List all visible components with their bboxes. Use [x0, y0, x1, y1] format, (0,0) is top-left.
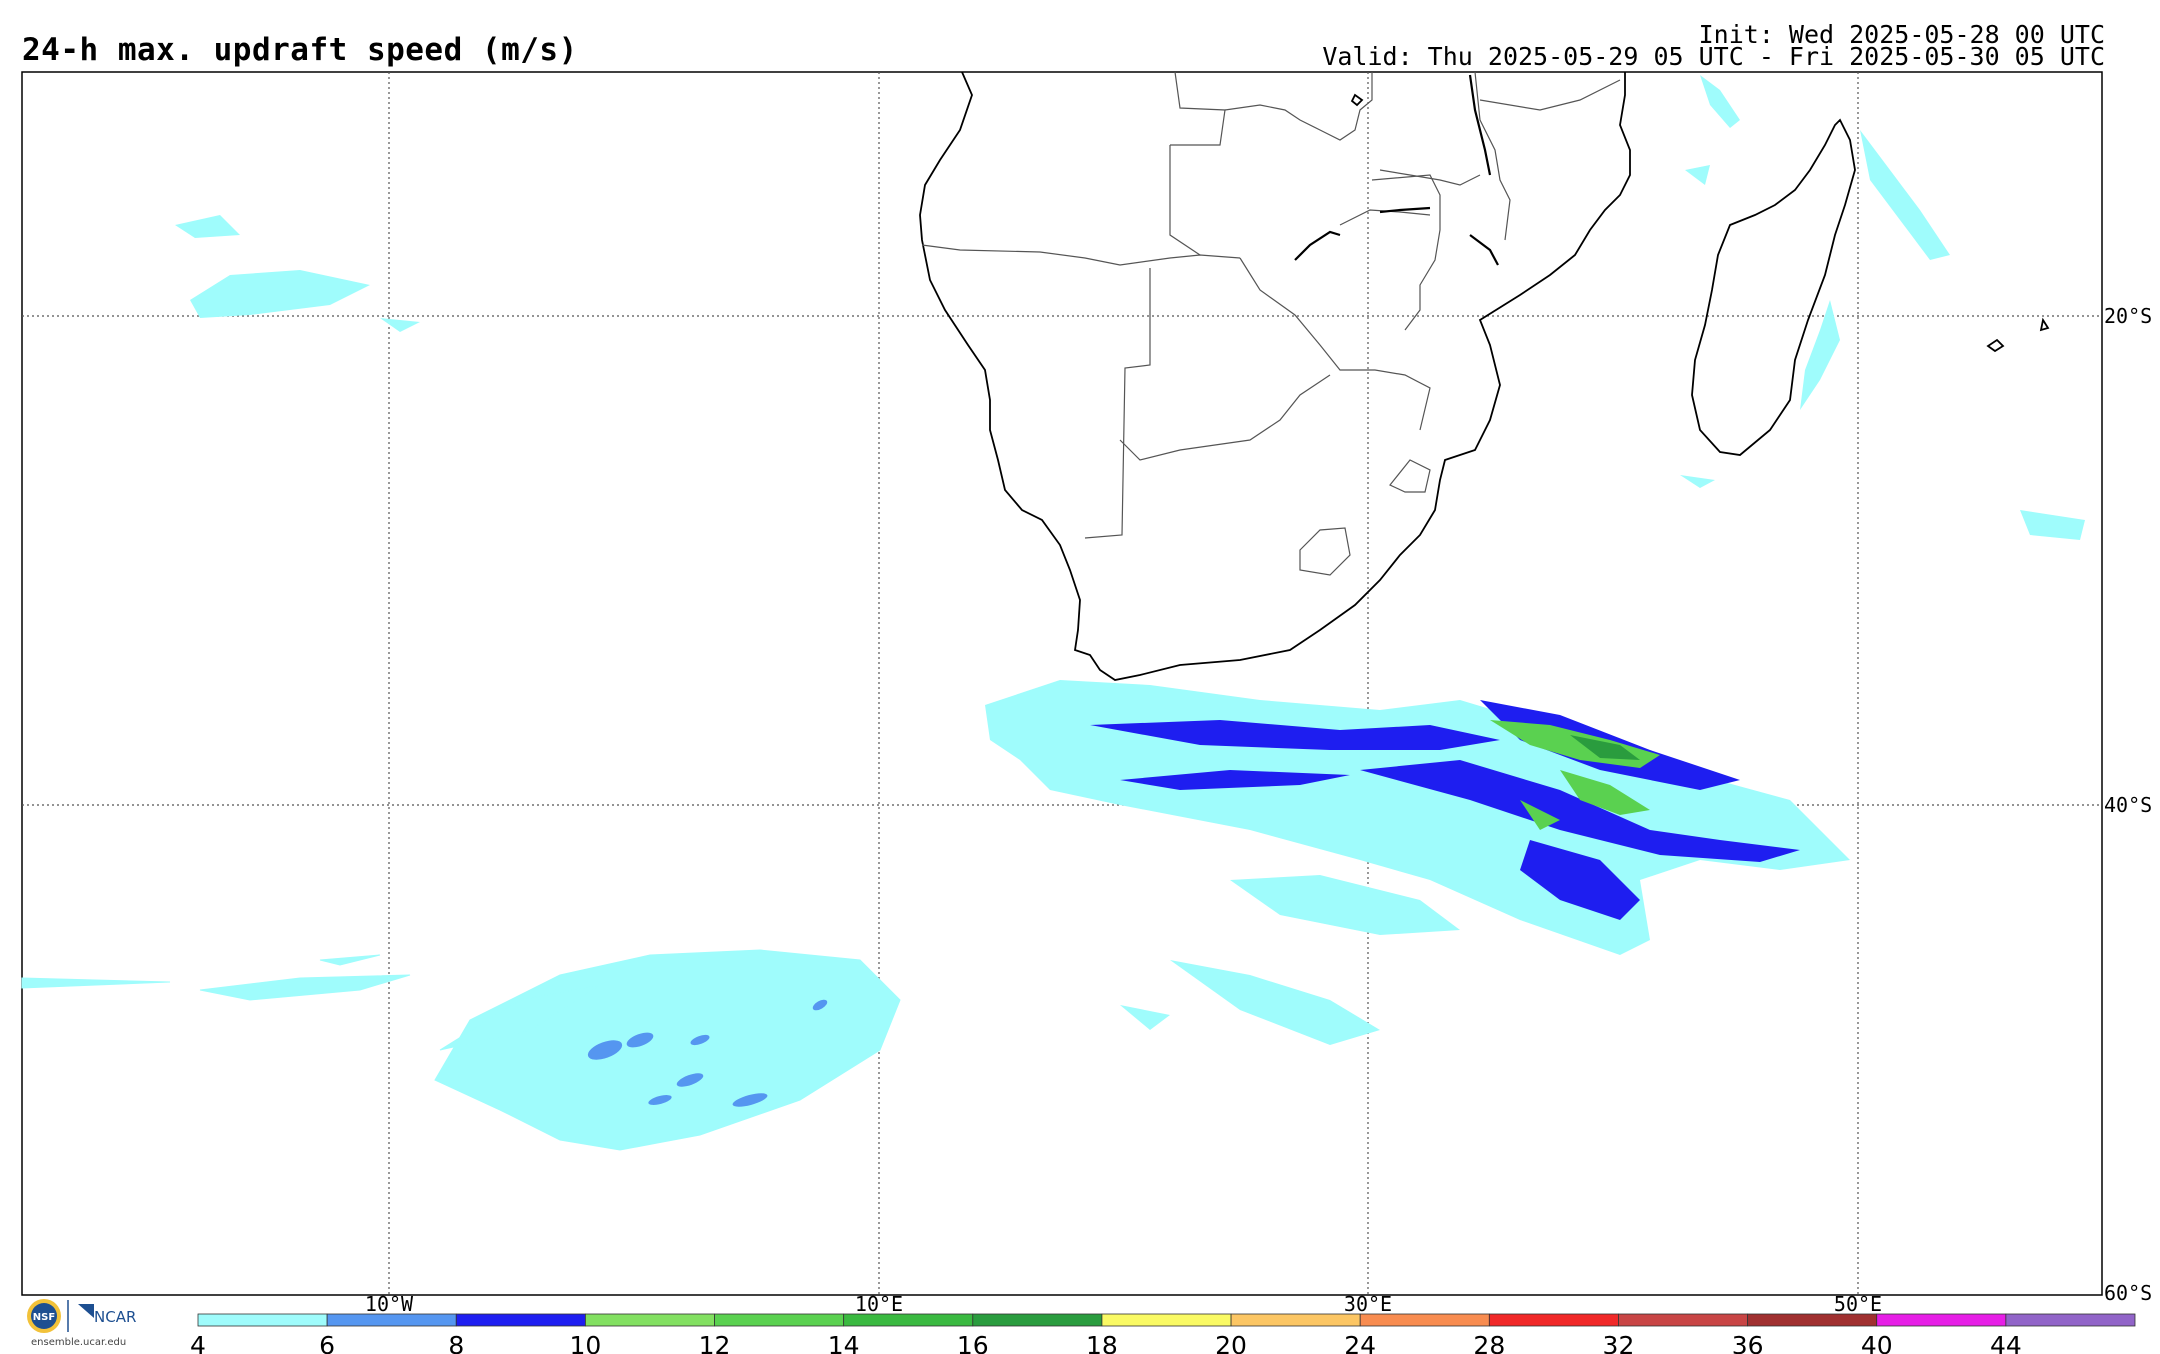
lat-label-60s: 60°S — [2104, 1281, 2152, 1305]
updraft-patch-northwest — [175, 215, 420, 332]
colorbar-swatch — [1230, 1313, 1361, 1327]
colorbar-label: 18 — [1086, 1331, 1118, 1354]
updraft-patch-southern-africa — [985, 680, 1850, 1045]
coastlines — [919, 71, 2050, 681]
colorbar-swatch — [1488, 1313, 1619, 1327]
colorbar-swatch — [1618, 1313, 1749, 1327]
lon-label-30e: 30°E — [1344, 1292, 1392, 1316]
colorbar-swatch — [972, 1313, 1103, 1327]
colorbar-label: 4 — [190, 1331, 206, 1354]
colorbar-swatch — [1876, 1313, 2007, 1327]
colorbar-swatch — [1747, 1313, 1878, 1327]
country-borders — [921, 71, 1621, 576]
colorbar-label: 8 — [448, 1331, 464, 1354]
updraft-patch-madagascar — [1680, 75, 2085, 540]
map-frame — [21, 71, 2103, 1296]
colorbar-swatch — [1359, 1313, 1490, 1327]
nsf-text: NSF — [33, 1312, 55, 1323]
colorbar-label: 32 — [1603, 1331, 1635, 1354]
colorbar-label: 36 — [1732, 1331, 1764, 1354]
updraft-patch-southwest — [21, 949, 901, 1151]
colorbar-label: 20 — [1215, 1331, 1247, 1354]
colorbar: 4 6 8 10 12 14 16 18 20 24 28 32 36 40 44 — [190, 1313, 2136, 1354]
ncar-text: NCAR — [94, 1308, 136, 1326]
colorbar-swatch — [326, 1313, 457, 1327]
lon-label-50e: 50°E — [1834, 1292, 1882, 1316]
colorbar-swatch — [2005, 1313, 2136, 1327]
updraft-patch-southern-africa-peak-dark — [1570, 735, 1640, 760]
lon-label-10e: 10°E — [855, 1292, 903, 1316]
graticule — [22, 72, 2102, 1295]
colorbar-swatch — [455, 1313, 586, 1327]
valid-time-range: Valid: Thu 2025-05-29 05 UTC - Fri 2025-… — [1322, 42, 2105, 71]
logo-caption: ensemble.ucar.edu — [31, 1337, 127, 1348]
init-time: Init: Wed 2025-05-28 00 UTC — [1698, 20, 2105, 49]
nsf-ncar-logo: NSF NCAR — [22, 1296, 157, 1348]
colorbar-label: 24 — [1344, 1331, 1376, 1354]
colorbar-swatch — [714, 1313, 845, 1327]
map-title: 24-h max. updraft speed (m/s) — [22, 32, 578, 68]
colorbar-label: 12 — [699, 1331, 731, 1354]
lakes — [1294, 74, 1499, 266]
lat-label-20s: 20°S — [2104, 304, 2152, 328]
colorbar-label: 6 — [319, 1331, 335, 1354]
colorbar-label: 28 — [1473, 1331, 1505, 1354]
colorbar-swatch — [197, 1313, 328, 1327]
colorbar-label: 44 — [1990, 1331, 2022, 1354]
lon-label-10w: 10°W — [365, 1292, 414, 1316]
updraft-patch-southwest-core — [587, 999, 828, 1107]
colorbar-label: 16 — [957, 1331, 989, 1354]
colorbar-label: 40 — [1861, 1331, 1893, 1354]
lat-label-40s: 40°S — [2104, 793, 2152, 817]
updraft-field — [21, 75, 2085, 1151]
ncar-emblem-icon — [78, 1304, 94, 1318]
colorbar-swatch — [585, 1313, 715, 1327]
colorbar-label: 14 — [828, 1331, 860, 1354]
colorbar-swatch — [1101, 1313, 1232, 1327]
colorbar-swatch — [843, 1313, 974, 1327]
colorbar-label: 10 — [569, 1331, 601, 1354]
